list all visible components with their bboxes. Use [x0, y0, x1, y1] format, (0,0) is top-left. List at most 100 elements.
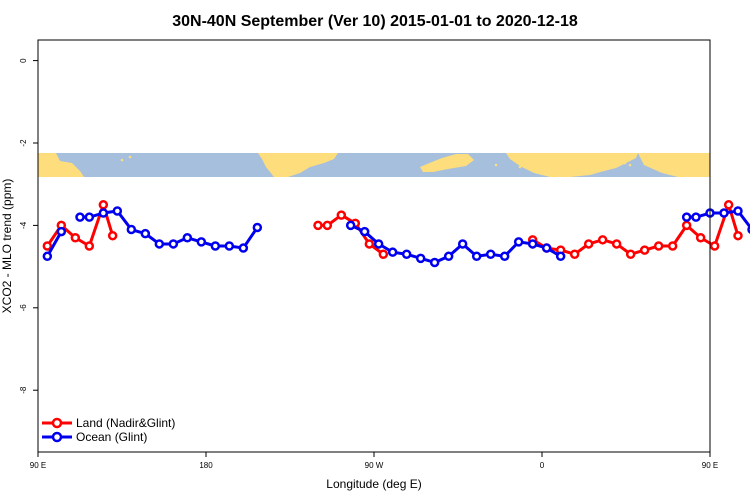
data-point: [140, 228, 151, 239]
data-point: [42, 241, 53, 251]
data-point: [84, 241, 95, 251]
data-point: [695, 233, 706, 243]
data-point: [359, 226, 370, 237]
data-point: [513, 237, 524, 247]
map-landmass-2: [258, 153, 338, 177]
data-point: [401, 249, 412, 259]
map-island-4: [623, 161, 627, 165]
y-tick-label: -4: [19, 221, 28, 229]
x-axis-label: Longitude (deg E): [326, 477, 421, 491]
map-island-5: [628, 163, 632, 167]
data-point: [98, 208, 109, 218]
data-point: [84, 212, 95, 222]
map-landmass-4: [506, 153, 638, 177]
data-point: [611, 239, 622, 249]
data-point: [336, 210, 347, 220]
x-tick-label: 90 E: [30, 461, 46, 470]
data-point: [443, 251, 454, 262]
map-island-6: [674, 165, 678, 169]
data-point: [224, 241, 235, 251]
legend-marker: [51, 431, 63, 443]
data-point: [373, 239, 384, 249]
data-point: [196, 237, 207, 247]
data-point: [719, 208, 729, 218]
legend-label: Land (Nadir&Glint): [76, 416, 175, 430]
data-point: [429, 257, 440, 268]
data-point: [485, 249, 496, 259]
map-island-1: [128, 155, 132, 159]
map-island-3: [518, 165, 522, 169]
map-island-8: [686, 167, 690, 171]
y-tick-label: -2: [19, 139, 28, 147]
data-point: [457, 239, 468, 249]
data-point: [625, 249, 636, 259]
legend-item-0: Land (Nadir&Glint): [42, 416, 175, 430]
data-point: [126, 224, 137, 235]
y-tick-label: -6: [19, 304, 28, 312]
series-1: [42, 206, 750, 268]
x-tick-label: 0: [540, 461, 545, 470]
data-point: [471, 251, 482, 262]
map-island-7: [681, 160, 685, 164]
data-point: [723, 200, 734, 210]
data-point: [681, 212, 692, 222]
data-point: [75, 212, 85, 222]
data-point: [238, 243, 249, 253]
data-point: [709, 241, 720, 251]
data-point: [154, 239, 165, 249]
legend-marker: [51, 417, 63, 429]
data-point: [681, 220, 692, 231]
data-point: [541, 243, 552, 253]
data-point: [555, 251, 566, 262]
data-point: [70, 233, 81, 243]
world-map-strip: [38, 153, 710, 177]
data-point: [691, 212, 701, 222]
series-0: [42, 200, 743, 259]
legend-label: Ocean (Glint): [76, 430, 147, 444]
map-landmass-1: [38, 153, 54, 177]
data-point: [98, 200, 109, 210]
y-axis-label: XCO2 - MLO trend (ppm): [0, 179, 14, 314]
data-point: [182, 233, 193, 243]
data-point: [639, 245, 650, 255]
x-tick-label: 90 E: [702, 461, 718, 470]
map-island-2: [516, 160, 520, 164]
map-landmass-5: [638, 153, 710, 177]
data-point: [415, 253, 426, 264]
data-point: [107, 230, 118, 241]
x-axis: 90 E 180 90 W 0 90 E: [30, 452, 718, 470]
y-axis: 0 -2 -4 -6 -8: [19, 58, 38, 394]
map-landmass-3: [420, 154, 474, 172]
data-point: [112, 206, 123, 216]
series-line: [531, 203, 740, 256]
legend-item-1: Ocean (Glint): [42, 430, 147, 444]
data-point: [583, 239, 594, 249]
data-point: [252, 222, 263, 233]
y-tick-label: 0: [19, 58, 28, 63]
series-layer: [42, 200, 750, 268]
data-point: [210, 241, 221, 251]
series-line: [350, 224, 562, 264]
data-point: [42, 251, 53, 262]
map-island-0: [120, 158, 124, 162]
data-point: [499, 251, 510, 262]
x-tick-label: 180: [199, 461, 213, 470]
data-point: [569, 249, 580, 259]
y-tick-label: -8: [19, 386, 28, 394]
data-point: [733, 206, 743, 216]
legend: Land (Nadir&Glint)Ocean (Glint): [42, 416, 175, 444]
data-point: [733, 230, 743, 241]
data-point: [527, 239, 538, 249]
data-point: [345, 220, 356, 231]
data-point: [168, 239, 179, 249]
data-point: [313, 220, 323, 231]
chart-title: 30N-40N September (Ver 10) 2015-01-01 to…: [172, 13, 578, 30]
x-tick-label: 90 W: [365, 461, 384, 470]
data-point: [364, 239, 375, 249]
data-point: [322, 220, 333, 231]
data-point: [667, 241, 678, 251]
data-point: [597, 235, 608, 245]
data-point: [56, 226, 67, 237]
data-point: [653, 241, 664, 251]
